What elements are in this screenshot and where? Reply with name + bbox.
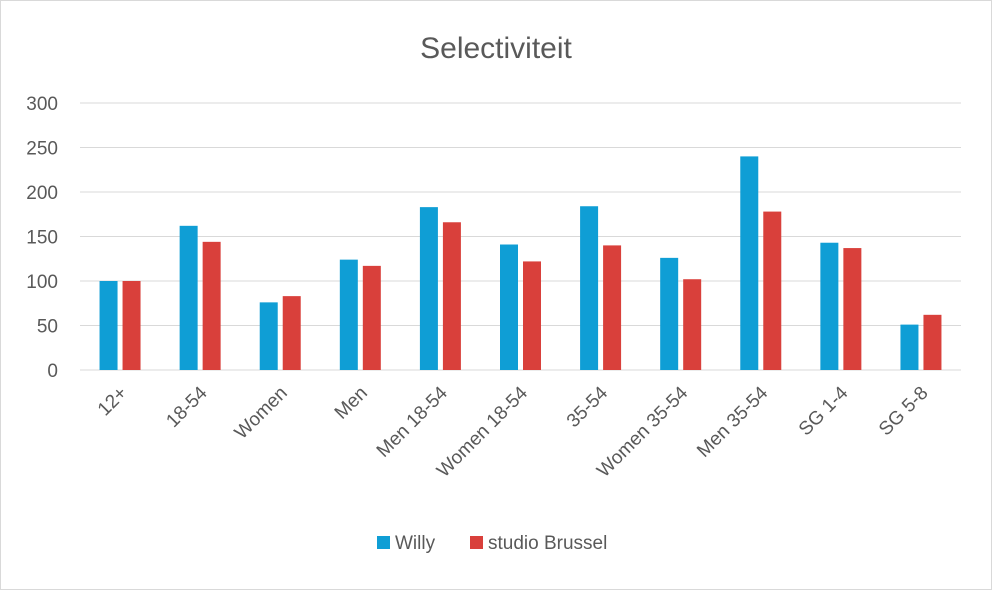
bar-studio-brussel xyxy=(442,222,461,370)
y-tick-label: 250 xyxy=(26,139,58,160)
grid-layer xyxy=(80,102,961,371)
bar-willy xyxy=(820,242,839,370)
chart-title: Selectiviteit xyxy=(420,32,572,65)
bar-studio-brussel xyxy=(282,296,301,370)
legend-label: Willy xyxy=(395,533,436,554)
x-category-label: 35-54 xyxy=(563,382,613,432)
x-category-label: 18-54 xyxy=(162,382,212,432)
bar-studio-brussel xyxy=(122,281,141,370)
legend-layer: Willy studio Brussel xyxy=(377,533,607,554)
bar-willy xyxy=(660,257,679,370)
y-tick-label: 50 xyxy=(37,317,58,338)
legend-swatch xyxy=(470,536,483,549)
bar-willy xyxy=(179,225,198,370)
bar-willy xyxy=(900,324,919,370)
bar-studio-brussel xyxy=(202,241,221,370)
x-category-label: 12+ xyxy=(94,383,132,421)
legend-swatch xyxy=(377,536,390,549)
legend-label: studio Brussel xyxy=(488,533,607,554)
y-tick-label: 100 xyxy=(26,272,58,293)
x-category-label: Men 18-54 xyxy=(373,382,452,461)
x-category-label: SG 1-4 xyxy=(795,382,853,440)
x-category-label: Women xyxy=(231,383,292,444)
bar-studio-brussel xyxy=(523,261,541,370)
bar-willy xyxy=(740,156,759,370)
y-tick-label: 300 xyxy=(26,94,58,115)
bar-willy xyxy=(99,281,118,370)
x-category-label: Men 35-54 xyxy=(693,382,772,461)
axis-layer: 0 50 100 150 200 250 300 12+ 18-54 Women Men Men 18… xyxy=(26,94,932,482)
x-category-label: SG 5-8 xyxy=(875,383,932,440)
x-category-label: Men xyxy=(331,383,372,424)
bar-willy xyxy=(500,244,518,370)
bar-studio-brussel xyxy=(923,314,942,370)
y-tick-label: 150 xyxy=(26,228,58,249)
bar-willy xyxy=(419,207,438,370)
bar-studio-brussel xyxy=(603,245,622,370)
bar-studio-brussel xyxy=(362,265,381,370)
bars-layer xyxy=(99,156,942,370)
bar-willy xyxy=(339,259,358,370)
bar-willy xyxy=(580,206,599,370)
bar-studio-brussel xyxy=(763,211,782,370)
bar-willy xyxy=(259,302,278,370)
y-tick-label: 0 xyxy=(47,361,58,382)
y-tick-label: 200 xyxy=(26,183,58,204)
bar-studio-brussel xyxy=(683,279,702,370)
bar-studio-brussel xyxy=(843,248,862,370)
